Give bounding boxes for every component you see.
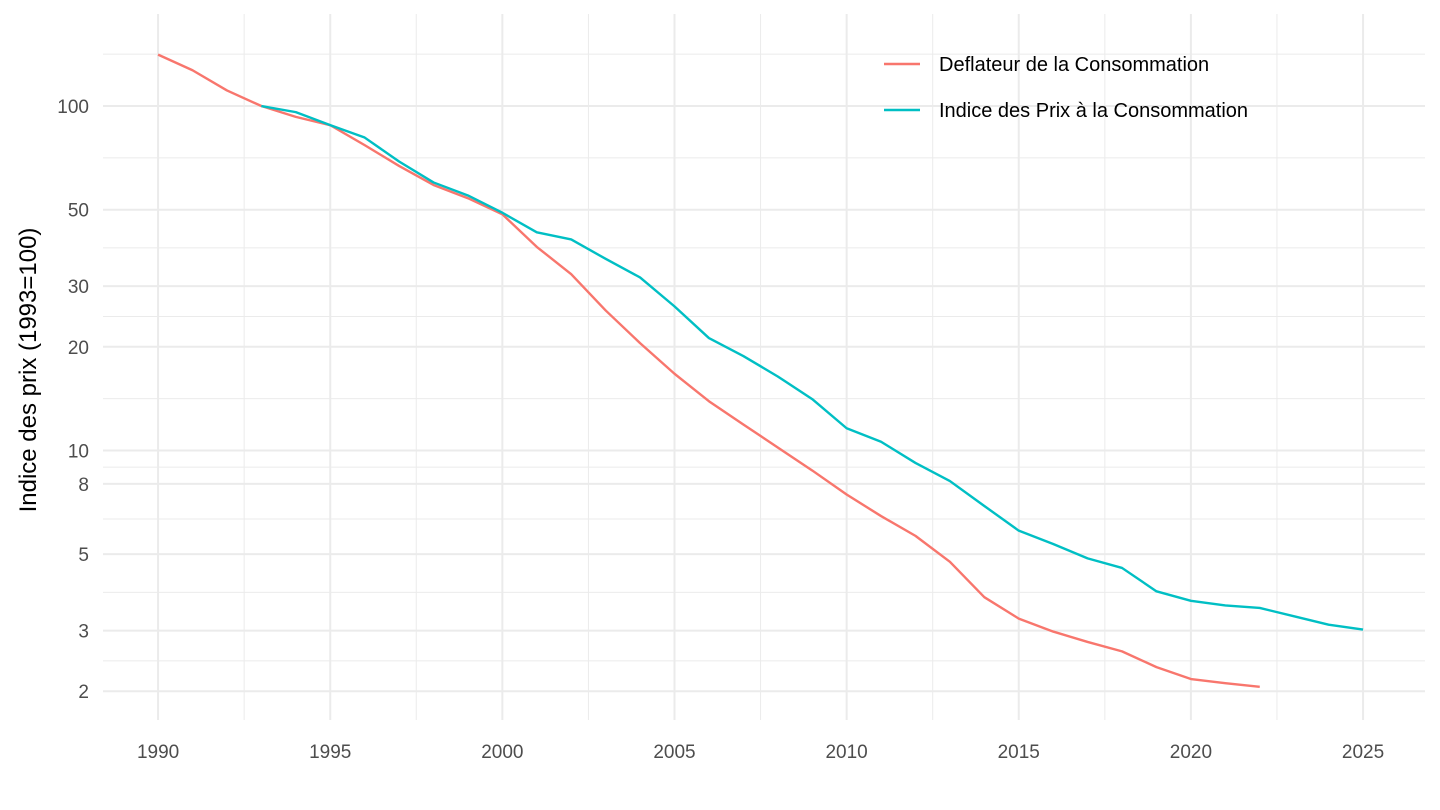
y-tick-label: 50	[68, 201, 89, 222]
y-tick-label: 8	[78, 475, 89, 496]
series-line-1	[157, 53, 1260, 688]
y-axis-title: Indice des prix (1993=100)	[15, 228, 42, 513]
y-axis-tick-labels: 2 3 5 8 10 20 30 50 100	[57, 97, 89, 703]
x-tick-label: 2015	[998, 742, 1040, 763]
legend-label-1: Deflateur de la Consommation	[939, 54, 1209, 76]
series-line-2	[261, 104, 1364, 631]
x-tick-label: 2005	[653, 742, 695, 763]
x-tick-label: 1995	[309, 742, 351, 763]
legend-label-2: Indice des Prix à la Consommation	[939, 100, 1248, 122]
series-layer	[157, 53, 1364, 688]
x-tick-label: 1990	[137, 742, 179, 763]
legend: Deflateur de la Consommation Indice des P…	[884, 54, 1248, 122]
grid-major	[103, 14, 1425, 720]
y-tick-label: 30	[68, 277, 89, 298]
y-tick-label: 5	[78, 545, 89, 566]
x-tick-label: 2020	[1170, 742, 1212, 763]
y-tick-label: 2	[78, 682, 89, 703]
y-tick-label: 20	[68, 338, 89, 359]
x-tick-label: 2000	[481, 742, 523, 763]
y-tick-label: 3	[78, 622, 89, 643]
y-tick-label: 100	[57, 97, 89, 118]
x-tick-label: 2025	[1342, 742, 1384, 763]
grid-minor	[103, 14, 1425, 720]
y-tick-label: 10	[68, 441, 89, 462]
x-axis-tick-labels: 1990 1995 2000 2005 2010 2015 2020 2025	[137, 742, 1384, 763]
x-tick-label: 2010	[825, 742, 867, 763]
